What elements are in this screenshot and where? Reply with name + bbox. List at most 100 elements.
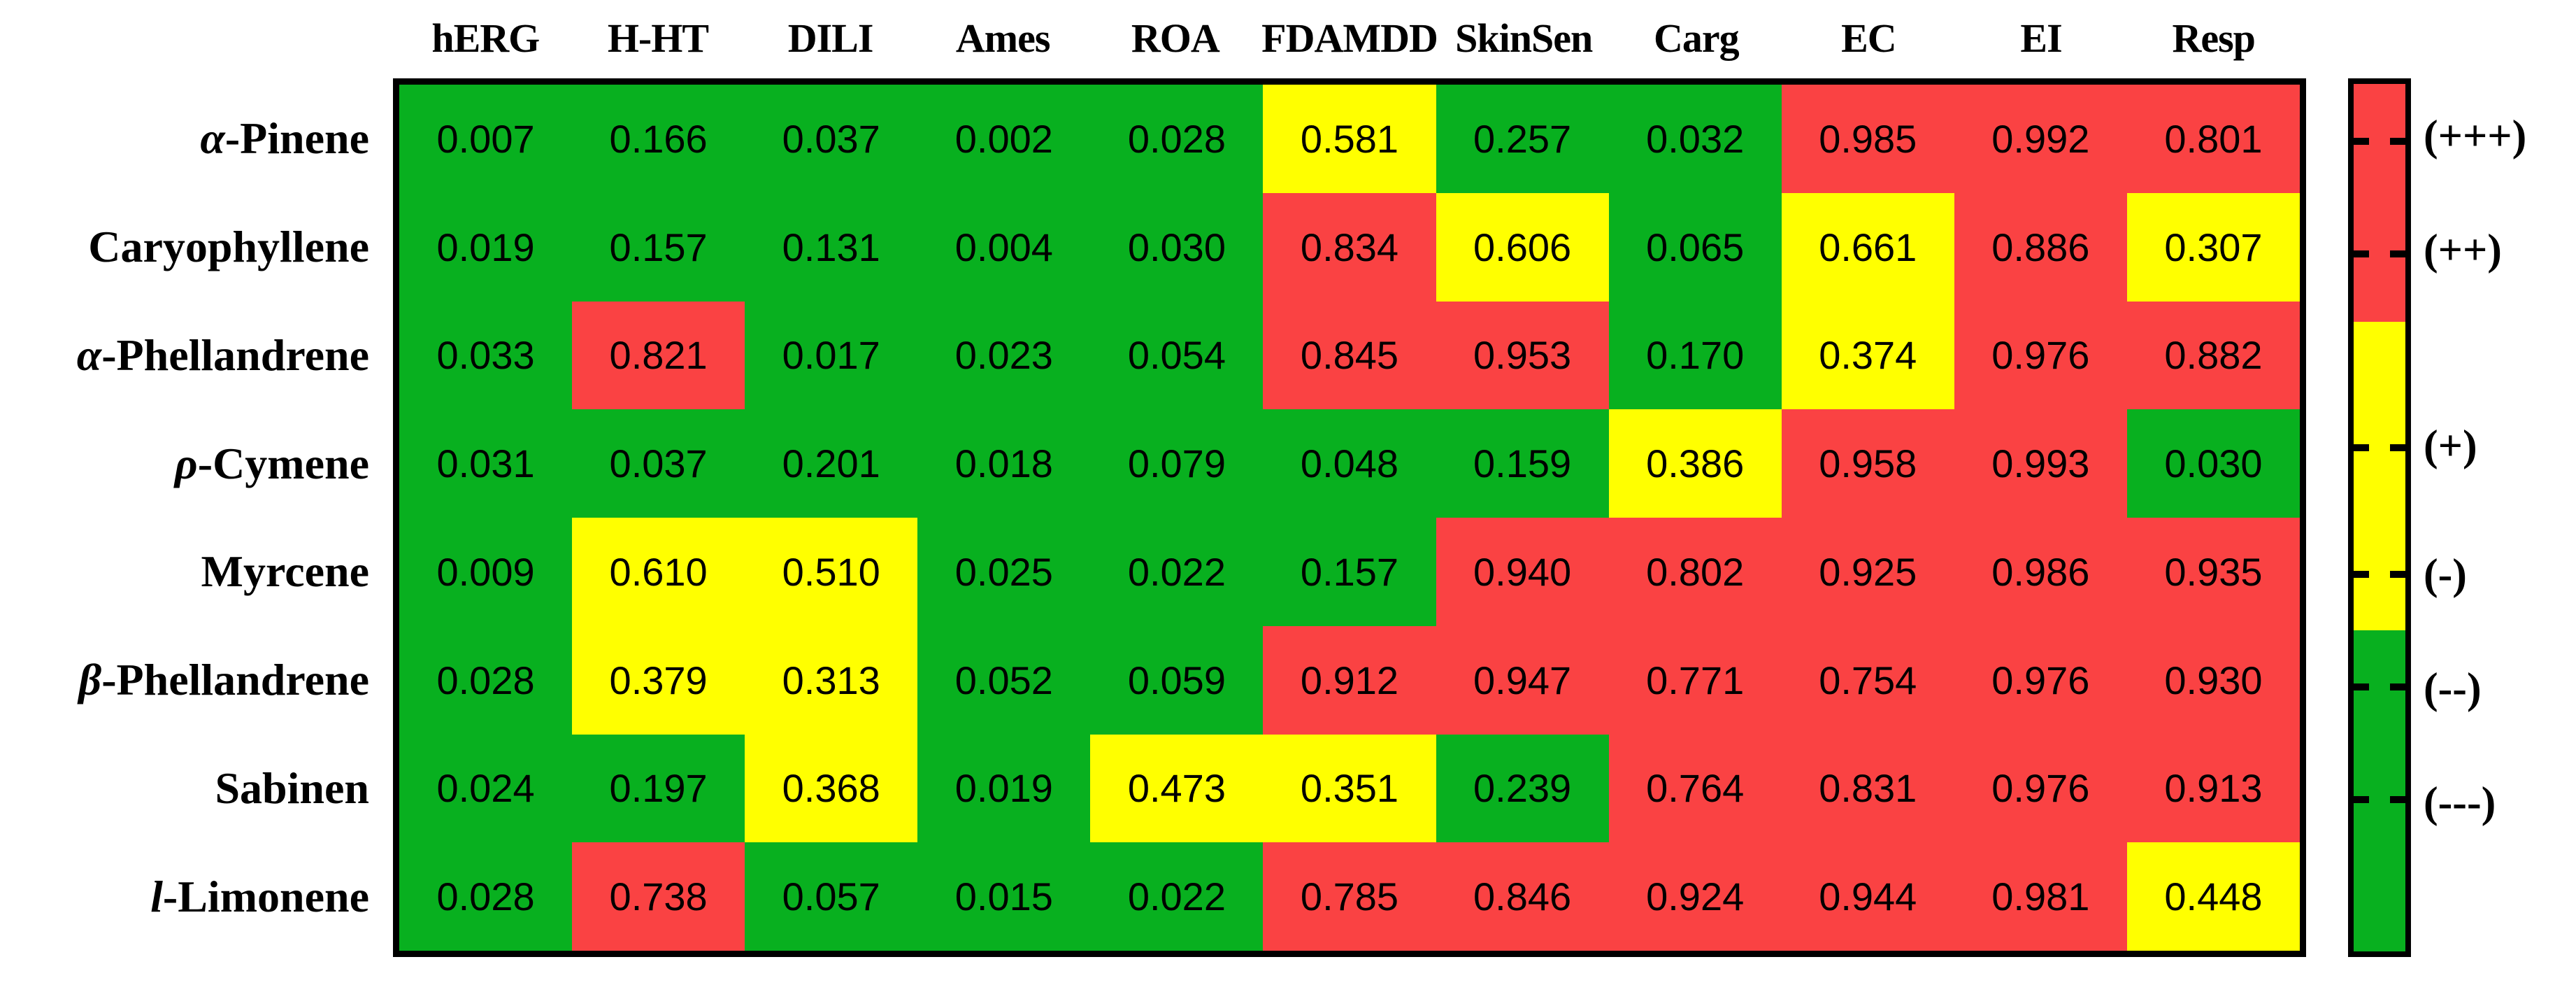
legend-label-(--): (--): [2424, 665, 2482, 713]
row-label-Sabinen: Sabinen: [0, 735, 369, 843]
row-label-prefix: l: [150, 871, 163, 921]
column-header-hERG: hERG: [431, 15, 540, 61]
row-label-text: -Cymene: [197, 438, 369, 488]
column-header-EC: EC: [1841, 15, 1897, 61]
heatmap-cell-Myrcene-FDAMDD: 0.157: [1263, 518, 1436, 626]
heatmap-cell-Caryophyllene-H-HT: 0.157: [572, 192, 745, 302]
heatmap-cell-ρ-Cymene-Ames: 0.018: [917, 409, 1091, 518]
row-label-α-Pinene: α -Pinene: [0, 85, 369, 193]
heatmap-cell-l-Limonene-H-HT: 0.738: [572, 842, 745, 951]
legend-label-(---): (---): [2424, 779, 2496, 827]
heatmap-cell-α-Phellandrene-ROA: 0.054: [1090, 301, 1264, 410]
legend-tick: [2354, 683, 2369, 690]
row-label-β-Phellandrene: β -Phellandrene: [0, 626, 369, 735]
heatmap-cell-ρ-Cymene-hERG: 0.031: [399, 409, 573, 518]
heatmap-cell-β-Phellandrene-Resp: 0.930: [2126, 625, 2300, 735]
row-label-prefix: α: [200, 113, 225, 164]
heatmap-cell-Sabinen-EI: 0.976: [1954, 734, 2127, 843]
row-label-prefix: β: [78, 655, 102, 705]
legend-label-(+++): (+++): [2424, 112, 2527, 160]
heatmap-cell-Sabinen-EC: 0.831: [1781, 734, 1954, 843]
heatmap-cell-l-Limonene-FDAMDD: 0.785: [1263, 842, 1436, 951]
heatmap-cell-ρ-Cymene-SkinSen: 0.159: [1436, 409, 1609, 518]
legend-tick: [2354, 444, 2369, 451]
legend-tick: [2390, 683, 2405, 690]
heatmap-cell-Sabinen-Carg: 0.764: [1608, 734, 1782, 843]
row-label-l-Limonene: l -Limonene: [0, 842, 369, 951]
heatmap-cell-Sabinen-H-HT: 0.197: [572, 734, 745, 843]
row-label-prefix: α: [76, 329, 102, 380]
heatmap-cell-l-Limonene-DILI: 0.057: [745, 842, 918, 951]
heatmap-cell-Myrcene-EC: 0.925: [1781, 518, 1954, 626]
heatmap-cell-Caryophyllene-SkinSen: 0.606: [1436, 192, 1609, 302]
column-header-Resp: Resp: [2172, 15, 2255, 61]
heatmap-cell-α-Phellandrene-H-HT: 0.821: [572, 301, 745, 410]
row-label-α-Phellandrene: α -Phellandrene: [0, 302, 369, 410]
legend-tick: [2390, 137, 2405, 145]
row-labels: α -Pinene Caryophyllene α -Phellandrene ρ -Cym…: [0, 85, 369, 951]
heatmap-cell-α-Phellandrene-Resp: 0.882: [2126, 301, 2300, 410]
heatmap-cell-ρ-Cymene-EC: 0.958: [1781, 409, 1954, 518]
column-header-EI: EI: [2020, 15, 2062, 61]
row-label-text: -Phellandrene: [101, 655, 369, 705]
heatmap-grid: 0.007 0.166 0.037 0.002 0.028 0.581 0.257 0.032…: [393, 78, 2306, 957]
heatmap-cell-α-Pinene-SkinSen: 0.257: [1436, 85, 1609, 193]
heatmap-cell-β-Phellandrene-SkinSen: 0.947: [1436, 625, 1609, 735]
heatmap-cell-l-Limonene-hERG: 0.028: [399, 842, 573, 951]
row-label-text: Caryophyllene: [88, 222, 369, 272]
heatmap-cell-Sabinen-Ames: 0.019: [917, 734, 1091, 843]
heatmap-cell-ρ-Cymene-ROA: 0.079: [1090, 409, 1264, 518]
heatmap-cell-β-Phellandrene-EC: 0.754: [1781, 625, 1954, 735]
heatmap-cell-Myrcene-Carg: 0.802: [1608, 518, 1782, 626]
legend-tick: [2390, 796, 2405, 803]
heatmap-cell-l-Limonene-Resp: 0.448: [2126, 842, 2300, 951]
heatmap-cell-α-Phellandrene-Carg: 0.170: [1608, 301, 1782, 410]
heatmap-cell-Sabinen-FDAMDD: 0.351: [1263, 734, 1436, 843]
heatmap-cell-Caryophyllene-ROA: 0.030: [1090, 192, 1264, 302]
heatmap-cell-Myrcene-hERG: 0.009: [399, 518, 573, 626]
heatmap-cell-β-Phellandrene-hERG: 0.028: [399, 625, 573, 735]
heatmap-cell-Caryophyllene-hERG: 0.019: [399, 192, 573, 302]
heatmap-cell-α-Pinene-DILI: 0.037: [745, 85, 918, 193]
heatmap-cell-α-Pinene-FDAMDD: 0.581: [1263, 85, 1436, 193]
legend-colorbar: [2348, 78, 2411, 957]
heatmap-cell-Caryophyllene-Ames: 0.004: [917, 192, 1091, 302]
heatmap-cell-α-Phellandrene-hERG: 0.033: [399, 301, 573, 410]
heatmap-cell-Caryophyllene-DILI: 0.131: [745, 192, 918, 302]
heatmap-cell-α-Phellandrene-FDAMDD: 0.845: [1263, 301, 1436, 410]
row-label-text: -Pinene: [224, 113, 369, 164]
legend-tick: [2354, 137, 2369, 145]
heatmap-cell-Caryophyllene-Carg: 0.065: [1608, 192, 1782, 302]
heatmap-cell-β-Phellandrene-Carg: 0.771: [1608, 625, 1782, 735]
column-header-Ames: Ames: [955, 15, 1051, 61]
legend-tick: [2390, 444, 2405, 451]
column-header-SkinSen: SkinSen: [1455, 15, 1593, 61]
heatmap-cell-Caryophyllene-FDAMDD: 0.834: [1263, 192, 1436, 302]
heatmap-cell-α-Phellandrene-DILI: 0.017: [745, 301, 918, 410]
heatmap-cell-Sabinen-DILI: 0.368: [745, 734, 918, 843]
column-header-ROA: ROA: [1131, 15, 1220, 61]
heatmap-cell-ρ-Cymene-EI: 0.993: [1954, 409, 2127, 518]
heatmap-cell-Myrcene-EI: 0.986: [1954, 518, 2127, 626]
heatmap-cell-α-Phellandrene-EC: 0.374: [1781, 301, 1954, 410]
heatmap-cell-β-Phellandrene-EI: 0.976: [1954, 625, 2127, 735]
row-label-text: -Phellandrene: [101, 329, 369, 380]
column-header-DILI: DILI: [787, 15, 874, 61]
heatmap-cell-Sabinen-Resp: 0.913: [2126, 734, 2300, 843]
heatmap-cell-l-Limonene-Ames: 0.015: [917, 842, 1091, 951]
heatmap-cell-Myrcene-Ames: 0.025: [917, 518, 1091, 626]
heatmap-cell-α-Phellandrene-Ames: 0.023: [917, 301, 1091, 410]
row-label-prefix: ρ: [174, 438, 198, 488]
legend-label-(-): (-): [2424, 551, 2467, 599]
heatmap-cell-l-Limonene-SkinSen: 0.846: [1436, 842, 1609, 951]
row-label-ρ-Cymene: ρ -Cymene: [0, 409, 369, 518]
legend-tick: [2354, 570, 2369, 578]
heatmap-cell-β-Phellandrene-ROA: 0.059: [1090, 625, 1264, 735]
column-header-FDAMDD: FDAMDD: [1261, 15, 1438, 61]
heatmap-cell-β-Phellandrene-H-HT: 0.379: [572, 625, 745, 735]
heatmap-cell-ρ-Cymene-DILI: 0.201: [745, 409, 918, 518]
heatmap-cell-Caryophyllene-Resp: 0.307: [2126, 192, 2300, 302]
heatmap-cell-β-Phellandrene-FDAMDD: 0.912: [1263, 625, 1436, 735]
heatmap-cell-Sabinen-SkinSen: 0.239: [1436, 734, 1609, 843]
heatmap-cell-α-Phellandrene-EI: 0.976: [1954, 301, 2127, 410]
